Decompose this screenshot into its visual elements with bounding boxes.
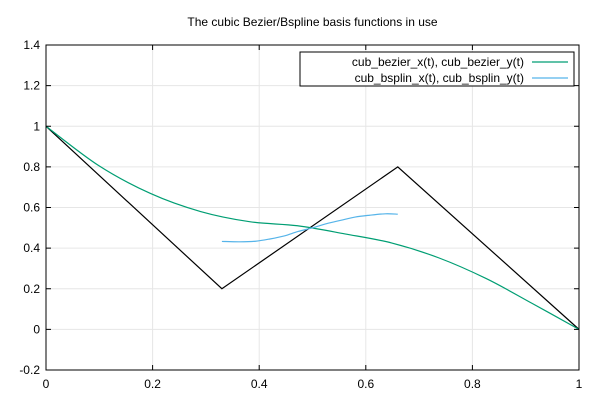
series-layer [45,125,580,330]
y-tick-label: 1.4 [23,38,40,52]
x-tick-label: 0.4 [251,377,268,391]
bezier-curve-line [45,125,580,330]
y-tick-label: 0.8 [23,160,40,174]
y-tick-label: -0.2 [19,363,40,377]
x-tick-label: 1 [576,377,583,391]
y-tick-label: 0 [33,322,40,336]
x-tick-label: 0.2 [144,377,161,391]
tick-layer: 0 0.2 0.4 0.6 0.8 1-0.200.20.40.60.811.21.4 [19,38,582,391]
bspline-curve-line [221,213,398,243]
legend-entry-label: cub_bezier_x(t), cub_bezier_y(t) [352,55,524,69]
y-tick-label: 0.4 [23,241,40,255]
y-tick-label: 0.6 [23,201,40,215]
y-tick-label: 1.2 [23,79,40,93]
legend-box [299,51,575,87]
x-tick-label: 0.6 [357,377,374,391]
y-tick-label: 0.2 [23,282,40,296]
legend-entry-label: cub_bsplin_x(t), cub_bsplin_y(t) [355,71,524,85]
y-tick-label: 1 [33,119,40,133]
x-tick-label: 0.8 [464,377,481,391]
legend: cub_bezier_x(t), cub_bezier_y(t) cub_bspl… [299,51,575,87]
x-tick-label: 0 [43,377,50,391]
chart-title: The cubic Bezier/Bspline basis functions… [187,15,437,29]
